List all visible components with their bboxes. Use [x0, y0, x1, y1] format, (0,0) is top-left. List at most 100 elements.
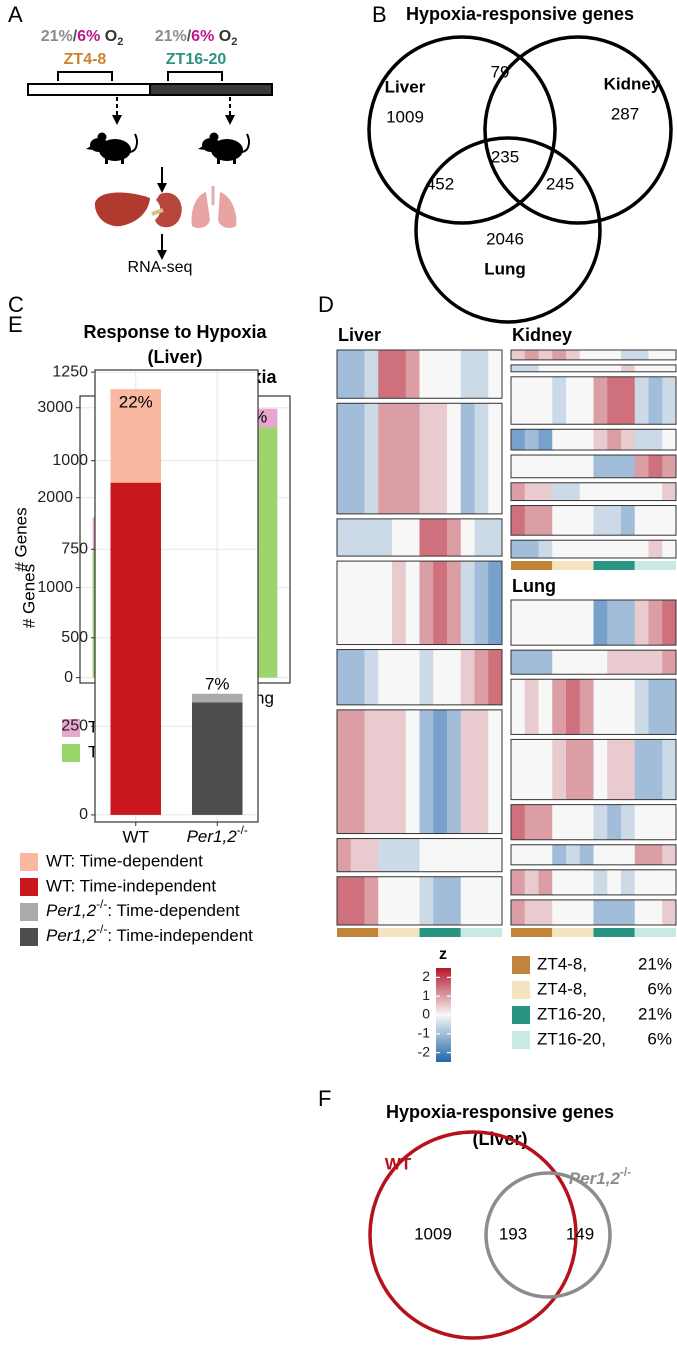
- heatmap-cell: [350, 403, 365, 514]
- heatmap-cell: [607, 869, 622, 895]
- legend-swatch: [20, 903, 38, 921]
- cluster-outline: [336, 402, 503, 515]
- separator: /: [73, 28, 78, 45]
- heatmap-cell: [524, 679, 539, 735]
- heatmap-cell: [593, 364, 608, 372]
- heatmap-cell: [447, 403, 462, 514]
- heatmap-cell: [488, 350, 503, 399]
- legend-swatch: [512, 956, 530, 974]
- legend-oxygen: 6%: [647, 979, 672, 998]
- heatmap-cell: [579, 364, 594, 372]
- group-strip: [552, 561, 594, 570]
- heatmap-cell: [524, 869, 539, 895]
- colorbar-tick-label: 0: [422, 1006, 430, 1022]
- heatmap-cell: [607, 482, 622, 501]
- legend-swatch: [512, 1006, 530, 1024]
- group-strip: [593, 561, 635, 570]
- heatmap-cell: [460, 561, 475, 645]
- heatmap-cell: [337, 876, 352, 925]
- cluster-outline: [336, 838, 503, 873]
- lung-icon: [218, 192, 237, 228]
- heatmap-cell: [460, 350, 475, 399]
- cluster-outline: [336, 349, 503, 399]
- heatmap-cell: [579, 376, 594, 425]
- heatmap-cell: [378, 518, 393, 557]
- heatmap-cell: [566, 650, 581, 675]
- heatmap-cell: [552, 804, 567, 840]
- heatmap-cell: [419, 709, 434, 834]
- heatmap-cell: [337, 649, 352, 705]
- chart-title: Hypoxia-responsive genes: [386, 1102, 614, 1122]
- heatmap-cell: [364, 876, 379, 925]
- heatmap-cell: [364, 649, 379, 705]
- normoxia-label: 21%: [41, 28, 73, 45]
- heatmap-cell: [460, 649, 475, 705]
- region-count: 1009: [414, 1224, 452, 1243]
- heatmap-cell: [350, 350, 365, 399]
- heatmap-cell: [662, 739, 677, 800]
- heatmap-cell: [511, 869, 526, 895]
- colorbar-tick-label: -2: [418, 1043, 431, 1059]
- heatmap-cell: [621, 600, 636, 646]
- panel-label: A: [8, 2, 23, 27]
- heatmap-cell: [607, 505, 622, 536]
- heatmap-cell: [552, 844, 567, 865]
- heatmap-cell: [460, 876, 475, 925]
- heatmap-cell: [634, 455, 649, 478]
- heatmap-cell: [648, 869, 663, 895]
- heatmap-cell: [607, 455, 622, 478]
- heatmap-cell: [460, 709, 475, 834]
- set-label: Per1,2-/-: [569, 1165, 631, 1188]
- heatmap-cell: [566, 899, 581, 925]
- legend-label: WT: Time-dependent: [46, 851, 203, 870]
- group-strip: [419, 928, 461, 937]
- colorbar-tick-label: 1: [422, 987, 430, 1003]
- heatmap-cell: [364, 561, 379, 645]
- heatmap-cell: [593, 679, 608, 735]
- normoxia-label: 21%: [155, 28, 187, 45]
- venn-circle: [483, 35, 673, 225]
- heatmap-cell: [552, 376, 567, 425]
- heatmap-cell: [419, 518, 434, 557]
- heatmap-cell: [350, 838, 365, 872]
- heatmap-cell: [593, 350, 608, 360]
- legend-time: ZT4-8,: [537, 954, 587, 973]
- heatmap-cell: [447, 709, 462, 834]
- heatmap-cell: [648, 804, 663, 840]
- heatmap-cell: [634, 739, 649, 800]
- heatmap-cell: [579, 739, 594, 800]
- bar-segment: [110, 389, 162, 483]
- heatmap-cell: [607, 600, 622, 646]
- heatmap-cell: [566, 364, 581, 372]
- time-window-label: ZT16-20: [166, 51, 227, 68]
- heatmap-cell: [648, 376, 663, 425]
- heatmap-cell: [566, 455, 581, 478]
- heatmap-cell: [524, 804, 539, 840]
- heatmap-cell: [593, 455, 608, 478]
- heatmap-cell: [378, 403, 393, 514]
- heatmap-cell: [405, 709, 420, 834]
- y-tick-label: 500: [61, 629, 88, 646]
- heatmap-cell: [579, 540, 594, 558]
- legend-oxygen: 6%: [647, 1029, 672, 1048]
- segment-label: 7%: [205, 674, 230, 693]
- cluster-outline: [510, 428, 677, 451]
- y-tick-label: 1000: [37, 579, 73, 596]
- heatmap-cell: [447, 838, 462, 872]
- cluster-outline: [510, 376, 677, 425]
- heatmap-cell: [579, 650, 594, 675]
- region-count: 79: [491, 62, 510, 81]
- heatmap-cell: [648, 679, 663, 735]
- heatmap-cell: [392, 561, 407, 645]
- heatmap-cell: [488, 838, 503, 872]
- heatmap-cell: [447, 649, 462, 705]
- chart-subtitle: (Liver): [147, 347, 202, 367]
- heatmap-cell: [579, 482, 594, 501]
- heatmap-cell: [648, 739, 663, 800]
- cluster-outline: [510, 349, 677, 361]
- heatmap-cell: [648, 899, 663, 925]
- heatmap-cell: [511, 804, 526, 840]
- group-strip: [511, 928, 553, 937]
